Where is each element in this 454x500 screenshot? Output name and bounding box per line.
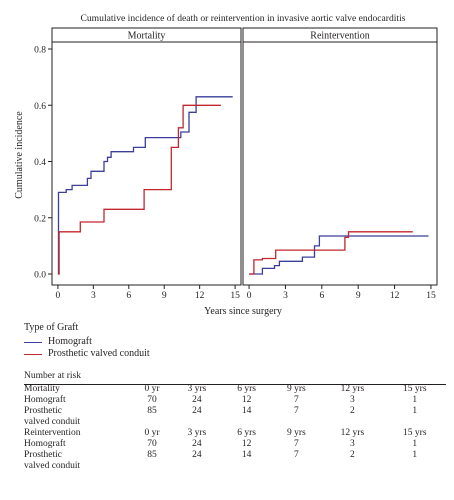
risk-cell: 24 xyxy=(192,406,202,416)
series-line-mortality-prosthetic xyxy=(57,104,221,275)
risk-cell: 24 xyxy=(192,450,202,460)
risk-cell: 3 xyxy=(350,439,355,449)
risk-cell: 7 xyxy=(293,406,299,416)
risk-table-top-rule xyxy=(24,384,446,385)
risk-row-reintervention-prosthetic: Prosthetic 85 24 14 7 2 1 xyxy=(24,450,446,461)
risk-header-cell: 9 yrs xyxy=(286,428,306,438)
risk-row-label: Prosthetic xyxy=(24,406,62,416)
y-tick-label: 0.4 xyxy=(34,158,46,168)
risk-cell: 24 xyxy=(192,395,202,405)
risk-header-cell: 15 yrs xyxy=(403,384,427,394)
legend-label-homograft: Homograft xyxy=(48,336,92,347)
risk-cell: 7 xyxy=(293,450,299,460)
x-tick-label: 15 xyxy=(426,291,436,301)
legend-label-prosthetic: Prosthetic valved conduit xyxy=(48,348,150,359)
legend-swatch-homograft xyxy=(24,341,42,343)
series-line-reintervention-homograft xyxy=(249,235,429,275)
risk-row-reintervention-homograft: Homograft 70 24 12 7 3 1 xyxy=(24,439,446,450)
x-tick-label: 12 xyxy=(390,291,400,301)
risk-cell: 70 xyxy=(147,439,157,449)
risk-cell: 12 xyxy=(241,439,252,449)
chart-title: Cumulative incidence of death or reinter… xyxy=(80,13,405,24)
risk-header-cell: 3 yrs xyxy=(187,428,207,438)
x-tick-label: 6 xyxy=(126,291,131,301)
x-tick-label: 3 xyxy=(91,291,96,301)
risk-cell: 12 xyxy=(241,395,252,405)
series-line-mortality-homograft xyxy=(57,96,233,275)
legend-item-prosthetic: Prosthetic valved conduit xyxy=(24,348,150,360)
risk-cell: 1 xyxy=(412,395,418,405)
legend-item-homograft: Homograft xyxy=(24,336,150,348)
risk-header-cell: 0 yr xyxy=(144,384,160,394)
risk-cell: 1 xyxy=(412,406,418,416)
x-tick-label: 0 xyxy=(247,291,252,301)
risk-cell: 85 xyxy=(147,450,157,460)
risk-cell: 2 xyxy=(350,450,355,460)
x-tick-label: 6 xyxy=(319,291,324,301)
y-tick-label: 0.6 xyxy=(34,102,46,112)
risk-cell: 70 xyxy=(147,395,157,405)
legend-swatch-prosthetic xyxy=(24,353,42,355)
risk-cell: 3 xyxy=(350,395,355,405)
risk-header-cell: 0 yr xyxy=(144,428,160,438)
y-axis-label: Cumulative incidence xyxy=(14,111,25,199)
risk-header-cell: 9 yrs xyxy=(286,384,306,394)
risk-row-mortality-prosthetic: Prosthetic 85 24 14 7 2 1 xyxy=(24,406,446,417)
risk-header-cell: 15 yrs xyxy=(403,428,427,438)
legend: Type of Graft Homograft Prosthetic valve… xyxy=(24,322,150,360)
risk-cell: 14 xyxy=(241,450,252,460)
x-tick-label: 3 xyxy=(283,291,288,301)
risk-header-cell: 6 yrs xyxy=(237,384,256,394)
risk-row-mortality-homograft: Homograft 70 24 12 7 3 1 xyxy=(24,395,446,406)
risk-row-label: valved conduit xyxy=(24,417,81,427)
x-tick-label: 12 xyxy=(195,291,205,301)
risk-row-label: Prosthetic xyxy=(24,450,62,460)
risk-cell: 24 xyxy=(192,439,202,449)
risk-table-grid: Mortality 0 yr 3 yrs 6 yrs 9 yrs 12 yrs … xyxy=(24,384,446,472)
risk-table-title: Number at risk xyxy=(24,371,81,381)
panel-frame-0 xyxy=(51,41,242,286)
risk-cell: 2 xyxy=(350,406,355,416)
risk-header-mortality: Mortality 0 yr 3 yrs 6 yrs 9 yrs 12 yrs … xyxy=(24,384,446,395)
risk-row-label: valved conduit xyxy=(24,461,81,471)
risk-header-cell: 12 yrs xyxy=(340,384,365,394)
risk-row-label: Homograft xyxy=(24,439,66,449)
risk-header-cell: 3 yrs xyxy=(187,384,207,394)
risk-header-cell: Mortality xyxy=(24,384,60,394)
series-line-reintervention-prosthetic xyxy=(249,231,413,275)
y-tick-label: 0.8 xyxy=(34,46,46,56)
y-tick-label: 0.0 xyxy=(34,271,46,281)
risk-row-reintervention-prosthetic-cont: valved conduit xyxy=(24,461,446,472)
x-tick-label: 15 xyxy=(230,291,240,301)
x-tick-label: 0 xyxy=(56,291,61,301)
risk-row-label: Homograft xyxy=(24,395,66,405)
x-tick-label: 9 xyxy=(356,291,361,301)
risk-row-mortality-prosthetic-cont: valved conduit xyxy=(24,417,446,428)
incidence-chart: Cumulative incidence of death or reinter… xyxy=(14,13,438,317)
risk-header-cell: Reintervention xyxy=(24,428,81,438)
risk-cell: 85 xyxy=(147,406,157,416)
risk-cell: 14 xyxy=(241,406,252,416)
panel-title-mortality: Mortality xyxy=(128,31,166,42)
panel-frame-1 xyxy=(242,41,438,286)
risk-header-cell: 6 yrs xyxy=(237,428,256,438)
risk-cell: 1 xyxy=(412,450,418,460)
risk-cell: 7 xyxy=(293,439,299,449)
panel-title-reintervention: Reintervention xyxy=(310,31,369,42)
risk-header-reintervention: Reintervention 0 yr 3 yrs 6 yrs 9 yrs 12… xyxy=(24,428,446,439)
x-tick-label: 9 xyxy=(162,291,167,301)
risk-cell: 1 xyxy=(412,439,418,449)
risk-cell: 7 xyxy=(293,395,299,405)
risk-table: Number at risk Mortality 0 yr 3 yrs 6 yr… xyxy=(24,371,446,472)
y-tick-label: 0.2 xyxy=(34,214,46,224)
risk-header-cell: 12 yrs xyxy=(340,428,365,438)
legend-title: Type of Graft xyxy=(24,322,79,333)
x-axis-label: Years since surgery xyxy=(204,306,282,317)
